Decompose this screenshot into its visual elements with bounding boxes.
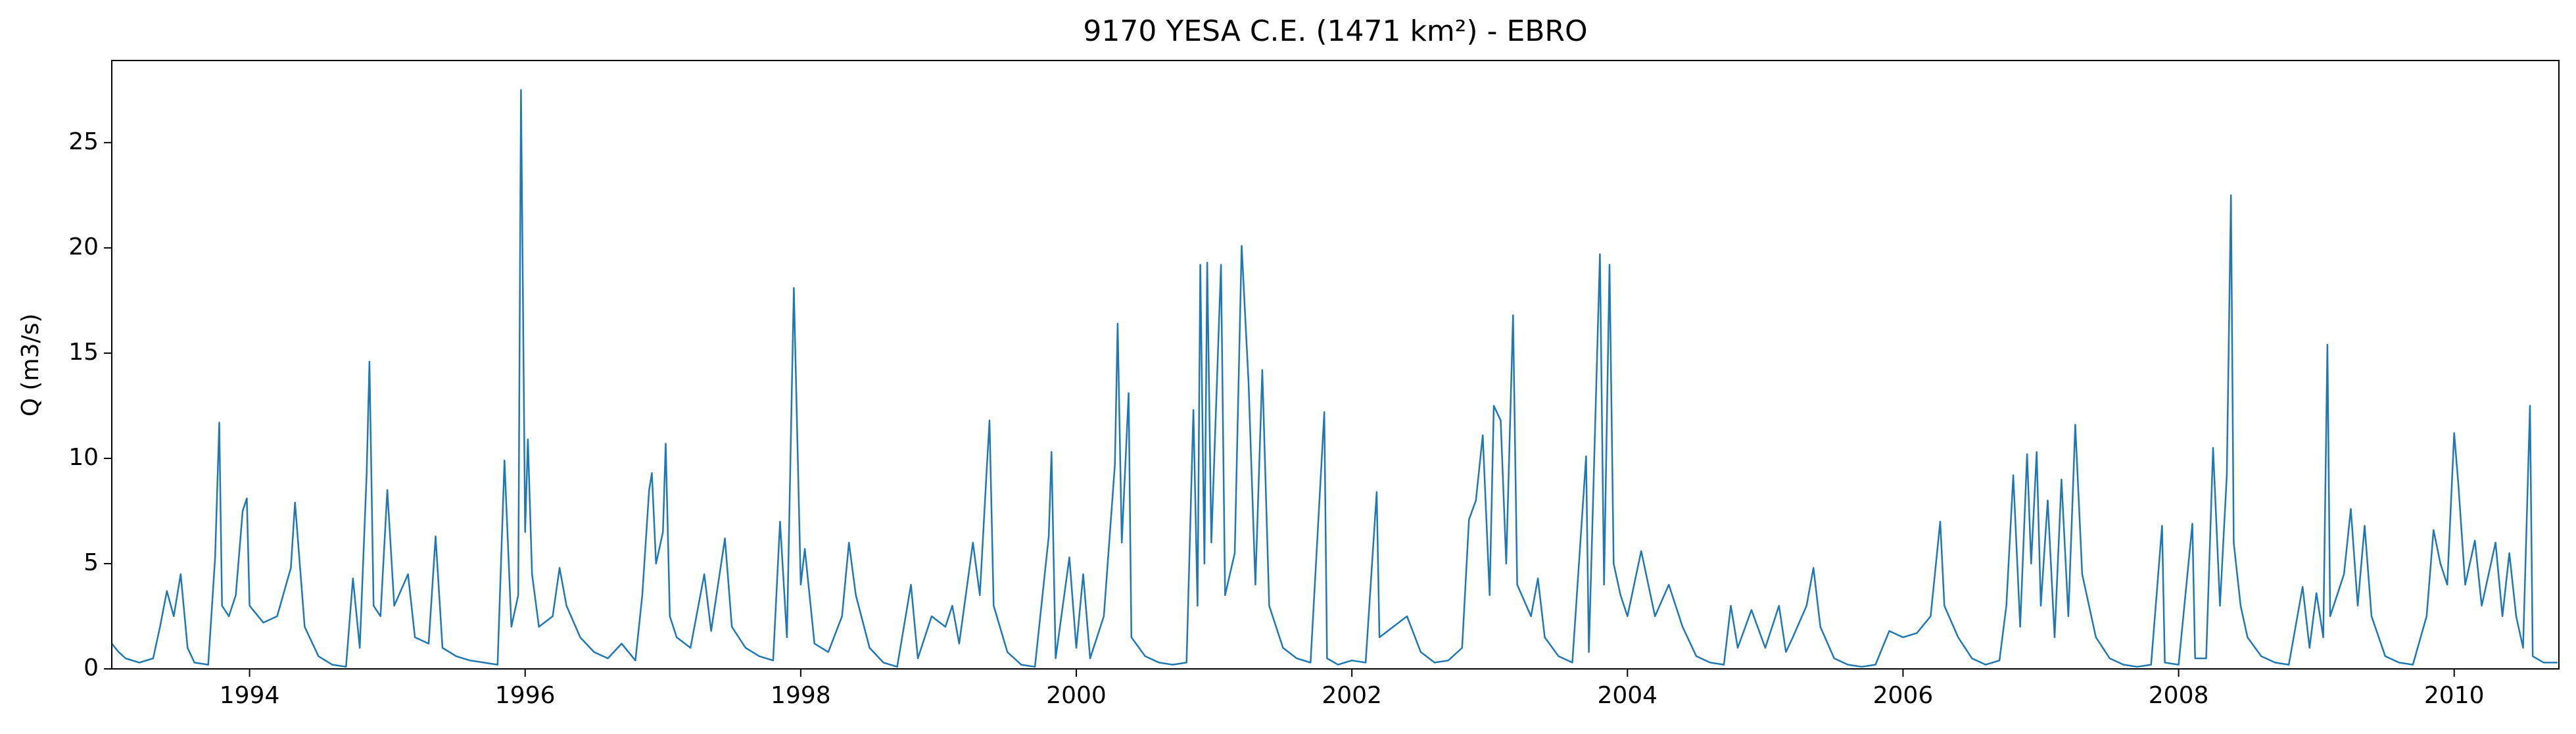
x-tick-label: 2008 xyxy=(2149,682,2209,709)
x-tick-label: 2000 xyxy=(1046,682,1107,709)
plot-frame xyxy=(111,60,2560,670)
x-tick-label: 2010 xyxy=(2424,682,2485,709)
data-line xyxy=(111,89,2558,668)
y-tick-label: 25 xyxy=(68,128,99,155)
y-tick-label: 5 xyxy=(83,549,99,576)
x-tick-label: 1994 xyxy=(220,682,280,709)
y-axis-label: Q (m3/s) xyxy=(17,314,44,417)
y-tick-label: 20 xyxy=(68,233,99,260)
x-tick-label: 1996 xyxy=(495,682,556,709)
chart-title: 9170 YESA C.E. (1471 km²) - EBRO xyxy=(1083,14,1587,48)
x-tick-label: 2006 xyxy=(1873,682,1934,709)
x-tick-label: 2002 xyxy=(1322,682,1382,709)
x-tick-label: 2004 xyxy=(1597,682,1658,709)
x-tick-label: 1998 xyxy=(771,682,831,709)
y-tick-label: 15 xyxy=(68,339,99,366)
y-tick-label: 0 xyxy=(83,654,99,681)
y-tick-label: 10 xyxy=(68,444,99,471)
